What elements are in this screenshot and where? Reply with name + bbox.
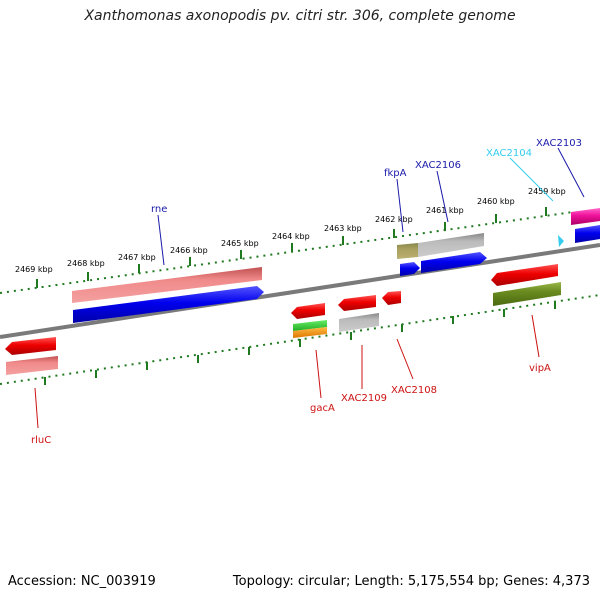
XAC2104-leader: [509, 157, 554, 202]
rluC-cds-arrow[interactable]: [5, 337, 56, 355]
XAC2103-leader: [557, 147, 585, 198]
gacA-leader: [315, 349, 322, 399]
scale-label: 2460 kbp: [477, 197, 515, 206]
gene-label-XAC2108[interactable]: XAC2108: [391, 385, 437, 396]
genome-stats-text: Topology: circular; Length: 5,175,554 bp…: [232, 574, 590, 589]
scale-label: 2461 kbp: [426, 206, 464, 215]
XAC2108-cds-arrow[interactable]: [382, 291, 401, 305]
rne-cds-arrow[interactable]: [73, 286, 264, 323]
rne-leader: [157, 214, 165, 266]
page-title: Xanthomonas axonopodis pv. citri str. 30…: [84, 8, 516, 24]
vipA-homolog-bar[interactable]: [493, 282, 561, 306]
gene-label-XAC2109[interactable]: XAC2109: [341, 393, 387, 404]
rne-homolog-bar[interactable]: [72, 267, 262, 303]
vipA-leader: [531, 314, 540, 358]
XAC2104-cds-arrow[interactable]: [558, 235, 564, 247]
gene-label-rne[interactable]: rne: [151, 204, 167, 215]
scale-label: 2464 kbp: [272, 232, 310, 241]
vipA-cds-arrow[interactable]: [491, 264, 558, 286]
gene-label-XAC2106[interactable]: XAC2106: [415, 160, 461, 171]
fkpA-homolog-bar[interactable]: [397, 243, 418, 259]
scale-label: 2469 kbp: [15, 265, 53, 274]
gene-label-vipA[interactable]: vipA: [529, 363, 551, 374]
scale-label: 2466 kbp: [170, 246, 208, 255]
XAC2106-cds-arrow[interactable]: [421, 252, 487, 273]
gene-label-rluC[interactable]: rluC: [31, 435, 51, 446]
XAC2109-homolog-bar[interactable]: [339, 313, 379, 332]
XAC2103-homolog-bar[interactable]: [571, 208, 600, 225]
scale-label: 2462 kbp: [375, 215, 413, 224]
accession-text: Accession: NC_003919: [8, 574, 156, 589]
gene-label-XAC2104[interactable]: XAC2104: [486, 148, 532, 159]
gene-label-gacA[interactable]: gacA: [310, 403, 335, 414]
gene-label-XAC2103[interactable]: XAC2103: [536, 138, 582, 149]
XAC2109-cds-arrow[interactable]: [338, 295, 376, 311]
reverse-track-ticks: [44, 301, 556, 385]
gene-label-fkpA[interactable]: fkpA: [384, 168, 407, 179]
fkpA-leader: [396, 178, 404, 233]
scale-label: 2468 kbp: [67, 259, 105, 268]
genome-backbone: [0, 243, 600, 339]
forward-track-ticks: [36, 207, 547, 288]
scale-label: 2459 kbp: [528, 187, 566, 196]
reverse-track-dots: [0, 294, 600, 385]
scale-label: 2465 kbp: [221, 239, 259, 248]
gacA-homolog-bar-green[interactable]: [293, 320, 327, 331]
forward-track-dots: [0, 211, 574, 294]
fkpA-cds-arrow[interactable]: [400, 262, 420, 276]
scale-label: 2463 kbp: [324, 224, 362, 233]
scale-label: 2467 kbp: [118, 253, 156, 262]
XAC2108-leader: [396, 338, 414, 380]
XAC2106-homolog-bar[interactable]: [418, 233, 484, 257]
gacA-cds-arrow[interactable]: [291, 303, 325, 319]
XAC2106-leader: [436, 170, 449, 223]
rluC-leader: [34, 387, 39, 429]
rluC-homolog-bar[interactable]: [6, 356, 58, 375]
XAC2103-cds-arrow[interactable]: [575, 225, 600, 243]
gacA-homolog-bar-orange[interactable]: [293, 327, 327, 338]
